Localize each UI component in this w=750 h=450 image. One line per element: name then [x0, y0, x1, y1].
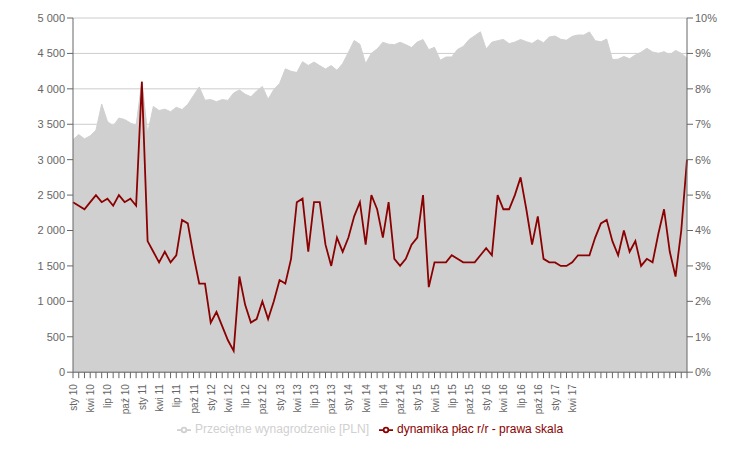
- svg-text:2 000: 2 000: [37, 224, 65, 236]
- svg-text:4%: 4%: [695, 224, 711, 236]
- svg-text:sty 14: sty 14: [343, 384, 354, 411]
- svg-text:paź 10: paź 10: [120, 384, 131, 414]
- svg-text:5%: 5%: [695, 189, 711, 201]
- html-text:dynamika płac r/r - prawa skal: dynamika płac r/r - prawa skala: [397, 422, 564, 437]
- svg-text:lip 15: lip 15: [447, 384, 458, 408]
- svg-text:lip 10: lip 10: [102, 384, 113, 408]
- svg-text:2%: 2%: [695, 295, 711, 307]
- svg-text:7%: 7%: [695, 118, 711, 130]
- html-text:Przeciętne wynagrodzenie [PLN]: Przeciętne wynagrodzenie [PLN]: [194, 422, 369, 437]
- svg-text:paź 12: paź 12: [257, 384, 268, 414]
- svg-text:kwi 16: kwi 16: [498, 384, 509, 413]
- svg-text:sty 17: sty 17: [550, 384, 561, 411]
- svg-text:0%: 0%: [695, 366, 711, 378]
- svg-text:sty 12: sty 12: [206, 384, 217, 411]
- svg-text:1 000: 1 000: [37, 295, 65, 307]
- svg-text:4 500: 4 500: [37, 47, 65, 59]
- svg-text:2 500: 2 500: [37, 189, 65, 201]
- svg-text:paź 15: paź 15: [464, 384, 475, 414]
- svg-text:kwi 11: kwi 11: [154, 384, 165, 412]
- svg-text:lip 16: lip 16: [516, 384, 527, 408]
- svg-text:kwi 10: kwi 10: [85, 384, 96, 413]
- svg-text:sty 16: sty 16: [481, 384, 492, 411]
- svg-text:500: 500: [47, 331, 65, 343]
- svg-text:paź 13: paź 13: [326, 384, 337, 414]
- svg-text:kwi 13: kwi 13: [292, 384, 303, 413]
- svg-text:3 000: 3 000: [37, 154, 65, 166]
- svg-text:lip 11: lip 11: [171, 384, 182, 408]
- svg-text:lip 12: lip 12: [240, 384, 251, 408]
- svg-text:3 500: 3 500: [37, 118, 65, 130]
- svg-text:paź 16: paź 16: [533, 384, 544, 414]
- svg-text:1 500: 1 500: [37, 260, 65, 272]
- svg-text:kwi 12: kwi 12: [223, 384, 234, 413]
- svg-text:6%: 6%: [695, 154, 711, 166]
- svg-text:5 000: 5 000: [37, 12, 65, 24]
- svg-text:4 000: 4 000: [37, 83, 65, 95]
- svg-text:lip 13: lip 13: [309, 384, 320, 408]
- svg-text:1%: 1%: [695, 331, 711, 343]
- svg-text:9%: 9%: [695, 47, 711, 59]
- svg-text:kwi 17: kwi 17: [567, 384, 578, 413]
- svg-text:10%: 10%: [695, 12, 717, 24]
- svg-text:kwi 15: kwi 15: [430, 384, 441, 413]
- svg-text:0: 0: [59, 366, 65, 378]
- svg-text:paź 11: paź 11: [189, 384, 200, 414]
- svg-text:sty 10: sty 10: [68, 384, 79, 411]
- svg-text:paź 14: paź 14: [395, 384, 406, 414]
- svg-text:sty 13: sty 13: [275, 384, 286, 411]
- svg-text:3%: 3%: [695, 260, 711, 272]
- svg-text:lip 14: lip 14: [378, 384, 389, 408]
- svg-text:kwi 14: kwi 14: [361, 384, 372, 413]
- svg-text:sty 11: sty 11: [137, 384, 148, 410]
- svg-text:8%: 8%: [695, 83, 711, 95]
- svg-text:sty 15: sty 15: [412, 384, 423, 411]
